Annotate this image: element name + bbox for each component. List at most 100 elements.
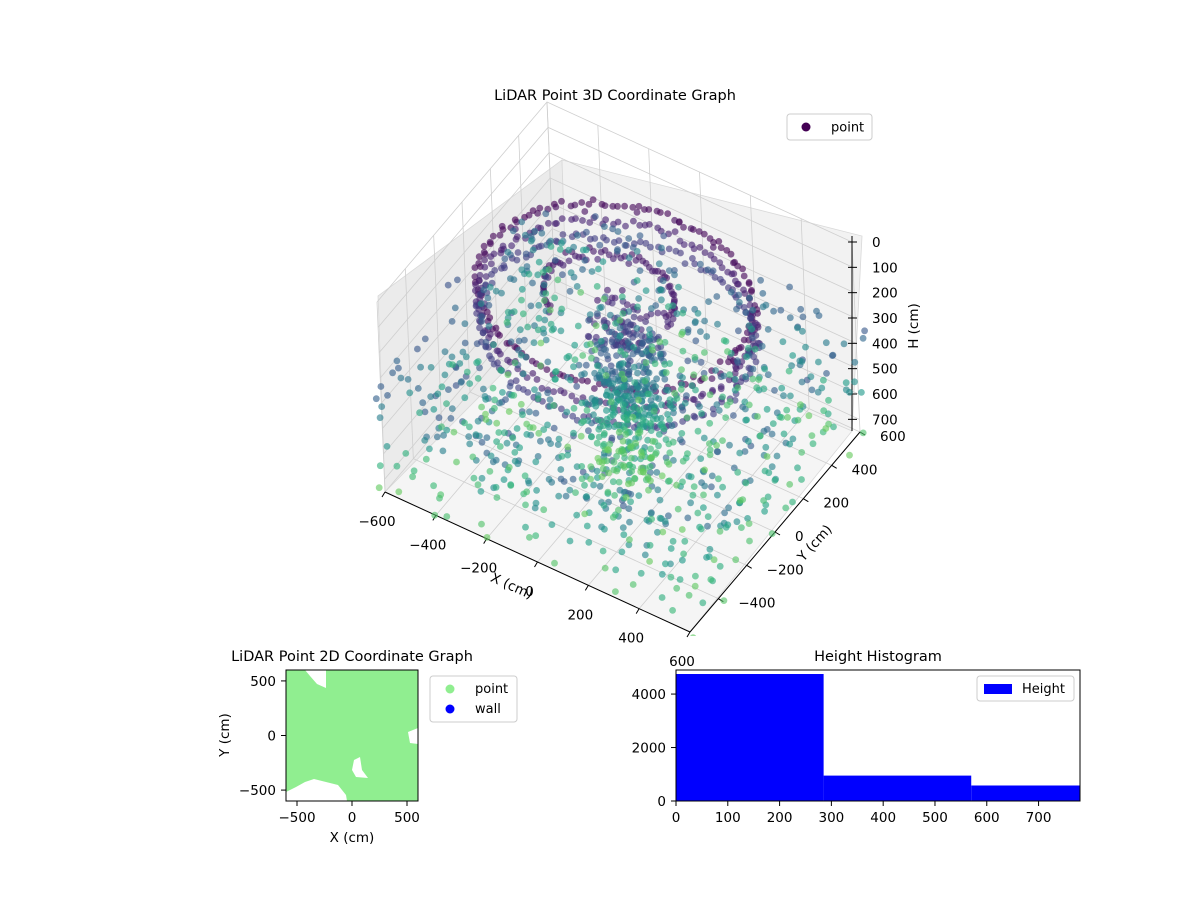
data-point <box>720 597 728 604</box>
data-point <box>496 231 504 239</box>
data-point <box>461 419 468 427</box>
data-point <box>665 440 673 448</box>
data-point <box>659 277 667 285</box>
data-point <box>699 599 707 607</box>
data-point <box>706 419 714 427</box>
data-point <box>579 352 587 359</box>
data-point <box>615 428 623 436</box>
data-point <box>697 525 705 533</box>
data-point <box>597 337 605 345</box>
data-point <box>601 564 609 572</box>
data-point <box>679 478 686 486</box>
data-point <box>715 238 723 245</box>
data-point <box>538 229 546 237</box>
data-point <box>616 316 624 324</box>
data-point <box>577 432 585 440</box>
data-point <box>503 318 511 326</box>
data-point <box>697 266 705 274</box>
data-point <box>440 431 447 439</box>
data-point <box>594 362 601 370</box>
data-point <box>700 434 708 442</box>
data-point <box>538 242 545 250</box>
data-point <box>858 389 865 396</box>
grid-line <box>518 135 528 326</box>
data-point <box>547 320 555 328</box>
data-point <box>478 403 485 411</box>
data-point <box>665 267 673 274</box>
data-point <box>639 468 647 476</box>
data-point <box>771 476 779 484</box>
data-point <box>714 320 721 328</box>
ticks-2d: −500 0 500 −500 0 500 <box>239 674 420 826</box>
data-point <box>632 257 640 264</box>
data-point <box>822 339 830 347</box>
data-point <box>630 363 638 371</box>
data-point <box>558 215 566 223</box>
data-point <box>625 308 633 315</box>
data-point <box>636 232 644 240</box>
data-point <box>618 287 626 294</box>
data-point <box>483 434 491 441</box>
data-point <box>761 507 768 515</box>
data-point <box>851 358 859 366</box>
data-point <box>684 450 691 457</box>
data-point <box>633 277 641 284</box>
legend-marker-wall <box>445 704 455 714</box>
data-point <box>443 513 451 520</box>
data-point <box>607 398 615 406</box>
legend-label-point: point <box>831 121 864 136</box>
data-point <box>637 449 645 456</box>
data-point <box>687 499 694 507</box>
data-point <box>478 438 486 446</box>
data-point <box>671 271 678 279</box>
data-point <box>717 383 725 390</box>
data-point <box>681 260 689 267</box>
data-point <box>438 423 445 431</box>
data-point <box>749 365 757 373</box>
grid-line <box>376 101 853 303</box>
data-point <box>463 368 471 376</box>
data-point <box>764 326 772 333</box>
data-point <box>607 362 615 370</box>
data-point <box>483 308 491 316</box>
data-point <box>678 330 685 338</box>
data-point <box>667 573 675 581</box>
data-point <box>694 310 702 317</box>
data-point <box>749 334 756 342</box>
data-point <box>622 493 630 501</box>
data-point <box>647 427 655 434</box>
data-point <box>586 219 594 226</box>
data-point <box>552 368 560 375</box>
data-point <box>680 550 687 558</box>
data-point <box>506 382 514 390</box>
plot-2d: LiDAR Point 2D Coordinate Graph −500 0 500… <box>217 649 518 846</box>
data-point <box>619 524 627 531</box>
data-point <box>748 325 756 333</box>
x-tick-label: 700 <box>1026 810 1052 826</box>
data-point <box>681 399 689 407</box>
data-point <box>679 418 686 425</box>
data-point <box>701 249 709 256</box>
data-point <box>649 267 656 275</box>
data-point <box>749 306 757 314</box>
data-point <box>586 311 594 318</box>
data-point <box>557 327 565 335</box>
z-tick-label: 100 <box>872 260 898 276</box>
data-point <box>449 361 456 368</box>
data-point <box>709 244 717 251</box>
data-point <box>753 384 761 392</box>
data-point <box>604 286 611 294</box>
x-tick-label: −200 <box>460 561 497 577</box>
data-point <box>733 518 741 526</box>
data-point <box>661 338 669 346</box>
data-point <box>627 454 635 462</box>
data-point <box>760 385 768 393</box>
data-point <box>534 453 542 460</box>
data-point <box>501 255 509 263</box>
data-point <box>759 303 767 311</box>
data-point <box>493 494 501 501</box>
grid-line <box>377 126 854 328</box>
data-point <box>585 333 593 341</box>
data-point <box>654 528 661 536</box>
data-point <box>499 242 507 250</box>
